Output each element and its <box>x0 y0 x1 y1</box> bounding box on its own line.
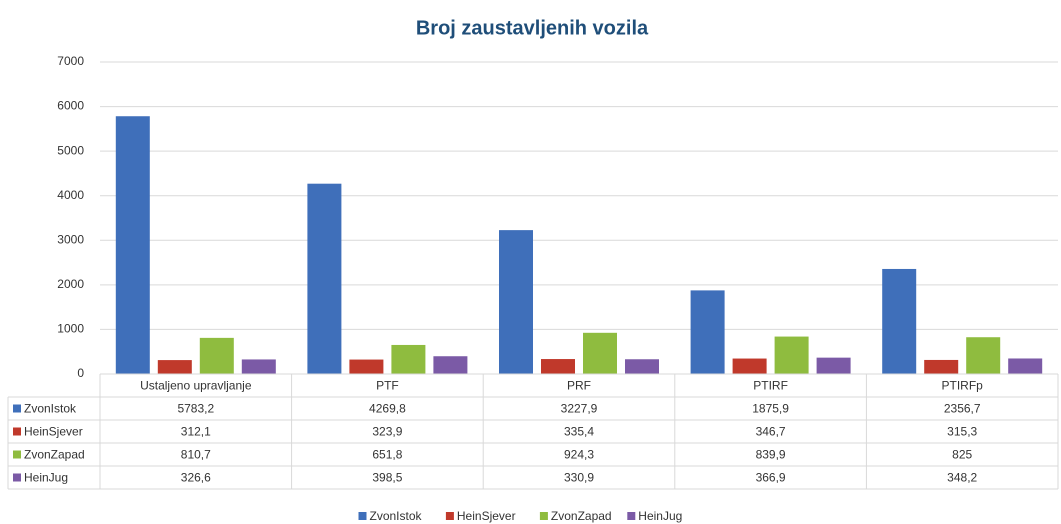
x-tick-label: PTF <box>376 379 399 393</box>
x-tick-label: PRF <box>567 379 591 393</box>
y-tick-label: 2000 <box>57 277 84 291</box>
legend-key <box>445 512 454 520</box>
y-tick-label: 0 <box>77 366 84 380</box>
bar <box>924 359 959 374</box>
bar <box>199 337 234 374</box>
bar <box>433 356 468 374</box>
bar <box>115 116 150 375</box>
y-tick-label: 5000 <box>57 143 84 157</box>
table-series-name: HeinSjever <box>24 425 83 439</box>
bar <box>1008 358 1043 374</box>
table-value: 924,3 <box>564 448 594 462</box>
table-value: 398,5 <box>372 471 402 485</box>
bar <box>391 344 426 374</box>
bar <box>307 183 342 374</box>
y-tick-label: 6000 <box>57 99 84 113</box>
bar <box>583 332 617 374</box>
y-tick-label: 1000 <box>57 322 84 336</box>
bar <box>774 336 809 374</box>
bar <box>241 359 276 374</box>
legend-key <box>13 404 21 413</box>
x-tick-label: Ustaljeno upravljanje <box>140 379 252 393</box>
table-value: 2356,7 <box>944 402 981 416</box>
bar <box>499 230 533 374</box>
table-series-name: HeinJug <box>24 471 68 485</box>
chart-title: Broj zaustavljenih vozila <box>416 17 649 39</box>
bar <box>966 337 1001 374</box>
legend-label: ZvonZapad <box>551 509 612 523</box>
bar <box>816 357 851 374</box>
table-value: 326,6 <box>181 471 211 485</box>
legend-key <box>358 512 367 520</box>
table-value: 312,1 <box>181 425 211 439</box>
bar <box>690 290 725 374</box>
bar <box>349 359 384 374</box>
y-tick-label: 4000 <box>57 188 84 202</box>
bar <box>541 359 575 374</box>
legend-key <box>539 512 548 520</box>
table-value: 839,9 <box>756 448 786 462</box>
x-tick-label: PTIRF <box>753 379 788 393</box>
table-value: 366,9 <box>756 471 786 485</box>
table-value: 1875,9 <box>752 402 789 416</box>
table-value: 323,9 <box>372 425 402 439</box>
legend-key <box>13 473 21 482</box>
table-value: 346,7 <box>756 425 786 439</box>
legend-label: HeinSjever <box>457 509 516 523</box>
table-series-name: ZvonIstok <box>24 402 77 416</box>
table-value: 825 <box>952 448 972 462</box>
legend-key <box>13 427 21 436</box>
legend-key <box>13 450 21 459</box>
legend-key <box>627 512 636 520</box>
x-tick-label: PTIRFp <box>942 379 984 393</box>
table-value: 651,8 <box>372 448 402 462</box>
y-tick-label: 3000 <box>57 232 84 246</box>
table-value: 335,4 <box>564 425 594 439</box>
table-value: 3227,9 <box>561 402 598 416</box>
bar <box>882 268 917 374</box>
table-value: 4269,8 <box>369 402 406 416</box>
legend-label: ZvonIstok <box>370 509 423 523</box>
table-value: 348,2 <box>947 471 977 485</box>
table-value: 810,7 <box>181 448 211 462</box>
table-value: 315,3 <box>947 425 977 439</box>
table-value: 330,9 <box>564 471 594 485</box>
table-series-name: ZvonZapad <box>24 448 85 462</box>
table-value: 5783,2 <box>177 402 214 416</box>
bar <box>732 358 767 374</box>
legend-label: HeinJug <box>638 509 682 523</box>
bar <box>157 360 192 374</box>
bar <box>625 359 659 374</box>
y-tick-label: 7000 <box>57 54 84 68</box>
